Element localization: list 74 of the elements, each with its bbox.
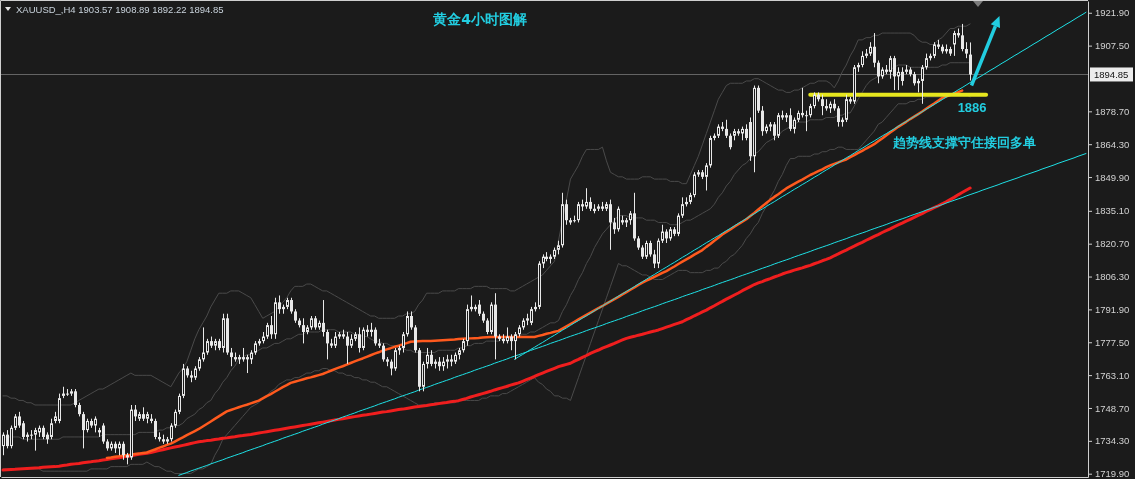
y-tick-label: 1835.10 (1095, 205, 1130, 217)
candlestick (246, 354, 249, 374)
candlestick (901, 66, 904, 87)
candlestick (58, 393, 61, 424)
candlestick (34, 427, 37, 452)
candlestick (50, 418, 53, 440)
annotation: 趋势线支撑守住接回多单 (892, 135, 1036, 150)
candlestick (122, 441, 125, 461)
candlestick (845, 94, 848, 123)
candlestick (577, 201, 580, 223)
candlestick (362, 326, 365, 351)
candlestick (382, 342, 385, 363)
candlestick (889, 55, 892, 80)
chart-subtitle: XAUUSD_,H4 1903.57 1908.89 1892.22 1894.85 (16, 4, 224, 15)
candlestick (893, 55, 896, 91)
candlestick (805, 110, 808, 132)
candlestick (693, 171, 696, 198)
candlestick (6, 429, 9, 449)
candlestick (645, 240, 648, 260)
candlestick (530, 306, 533, 326)
candlestick (609, 199, 612, 251)
candlestick (394, 347, 397, 372)
y-tick-label: 1921.90 (1095, 7, 1130, 19)
candlestick (374, 326, 377, 347)
candlestick (921, 64, 924, 105)
candlestick (837, 105, 840, 128)
candlestick (22, 420, 25, 440)
candlestick (969, 41, 972, 81)
candlestick (74, 388, 77, 408)
candlestick (82, 411, 85, 449)
y-tick-label: 1820.70 (1095, 238, 1130, 250)
y-tick-label: 1878.70 (1095, 105, 1130, 117)
y-tick-label: 1734.30 (1095, 435, 1130, 447)
candlestick (821, 94, 824, 116)
candlestick (961, 23, 964, 52)
candlestick (322, 299, 325, 338)
text: 黄金4小时图解 (432, 11, 527, 27)
candlestick (406, 310, 409, 338)
candlestick (358, 326, 361, 354)
candlestick (761, 105, 764, 137)
line-series (1, 186, 972, 472)
candlestick (617, 205, 620, 233)
candlestick (661, 224, 664, 244)
candlestick (426, 347, 429, 369)
candlestick (346, 331, 349, 365)
candlestick (514, 331, 517, 360)
candlestick (873, 32, 876, 68)
y-tick-label: 1864.30 (1095, 138, 1130, 150)
candlestick (414, 324, 417, 354)
candlestick (410, 310, 413, 331)
candlestick (789, 107, 792, 132)
y-tick-label: 1748.70 (1095, 402, 1130, 414)
candlestick (657, 237, 660, 269)
candlestick (585, 187, 588, 210)
ref-line-label: 1894.85 (1094, 68, 1129, 80)
y-tick-label: 1907.50 (1095, 40, 1130, 52)
y-tick-label: 1791.90 (1095, 303, 1130, 315)
candlestick (178, 393, 181, 415)
annotation: 1886 (957, 99, 987, 115)
candlestick (102, 422, 105, 445)
candlestick (953, 30, 956, 57)
y-tick-label: 1719.90 (1095, 468, 1130, 479)
y-tick-label: 1777.50 (1095, 336, 1130, 348)
candlestick (725, 119, 728, 139)
candlestick (777, 112, 780, 139)
y-tick-label: 1849.90 (1095, 171, 1130, 183)
candlestick (10, 425, 13, 449)
y-tick-label: 1763.10 (1095, 369, 1130, 381)
candlestick (877, 59, 880, 84)
candlestick (302, 317, 305, 344)
candlestick (402, 331, 405, 354)
candlestick (326, 329, 329, 360)
candlestick (154, 418, 157, 440)
y-tick-label: 1806.30 (1095, 271, 1130, 283)
